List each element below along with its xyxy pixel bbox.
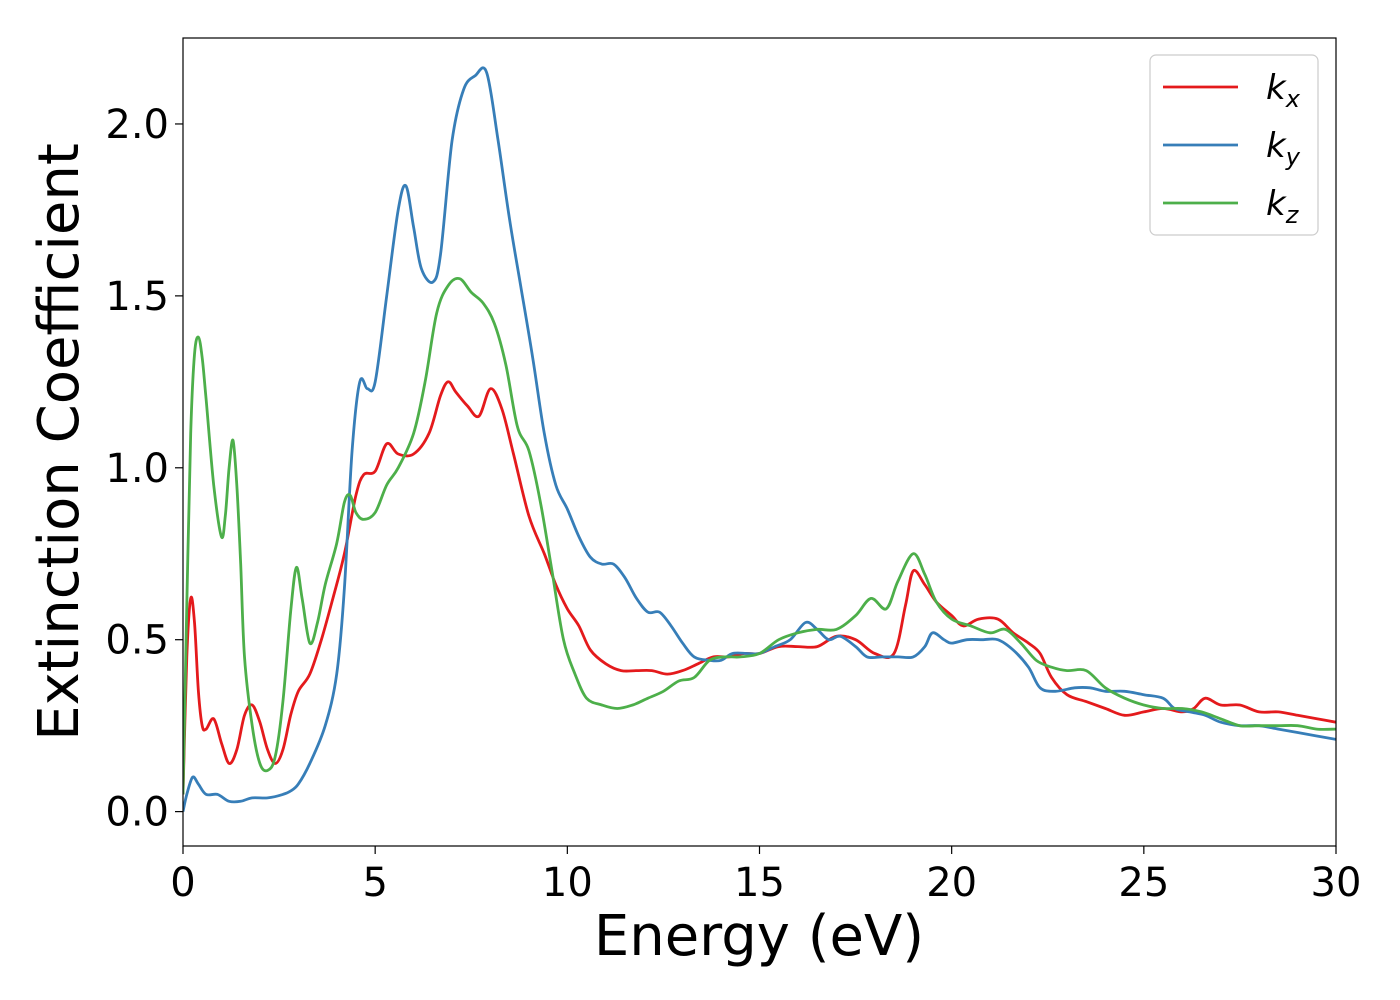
x-tick-label: 0 <box>170 860 195 906</box>
y-tick-label: 0.0 <box>105 790 169 836</box>
x-tick-label: 30 <box>1311 860 1362 906</box>
x-tick-label: 25 <box>1118 860 1169 906</box>
x-tick-label: 5 <box>362 860 387 906</box>
x-axis: 0 5 10 15 20 25 30 <box>170 846 1361 906</box>
y-tick-label: 1.5 <box>105 274 169 320</box>
series-line-kx <box>183 380 1336 795</box>
legend: kx ky kz <box>1149 54 1319 236</box>
y-tick-label: 0.5 <box>105 618 169 664</box>
series-line-ky <box>183 66 1336 812</box>
y-axis-title: Extinction Coefficient <box>27 143 92 741</box>
x-tick-label: 20 <box>926 860 977 906</box>
x-tick-label: 10 <box>542 860 593 906</box>
legend-label-kz: kz <box>1266 184 1300 229</box>
series-line-kz <box>183 277 1336 795</box>
series-layer <box>183 66 1336 812</box>
legend-label-ky: ky <box>1266 126 1301 171</box>
x-axis-title: Energy (eV) <box>594 904 924 969</box>
y-tick-label: 1.0 <box>105 446 169 492</box>
y-tick-label: 2.0 <box>105 102 169 148</box>
x-tick-label: 15 <box>734 860 785 906</box>
y-axis: 0.0 0.5 1.0 1.5 2.0 <box>105 102 183 836</box>
legend-label-kx: kx <box>1266 68 1301 113</box>
